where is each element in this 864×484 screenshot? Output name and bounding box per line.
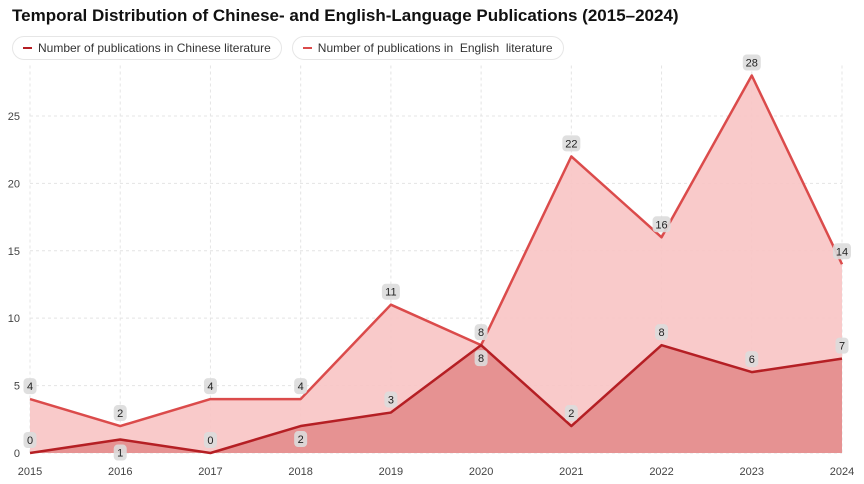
legend-swatch-english	[302, 47, 312, 49]
data-label-bg	[113, 405, 127, 422]
data-label-bg	[835, 337, 849, 354]
data-label: 8	[478, 327, 484, 339]
data-label-bg	[203, 378, 217, 395]
legend-item-english[interactable]: Number of publications in English litera…	[291, 36, 564, 60]
legend: Number of publications in Chinese litera…	[12, 36, 564, 60]
data-label: 2	[117, 408, 123, 420]
data-label: 1	[117, 448, 123, 460]
x-tick-label: 2018	[288, 466, 312, 478]
data-label: 0	[207, 435, 213, 447]
data-label-bg	[564, 405, 578, 422]
data-label-bg	[833, 243, 851, 260]
data-label: 4	[207, 381, 213, 393]
y-tick-label: 25	[8, 111, 20, 123]
data-label-bg	[381, 283, 400, 300]
data-label-bg	[655, 324, 669, 341]
data-label-bg	[294, 431, 308, 448]
y-tick-label: 20	[8, 178, 20, 190]
legend-label-english: Number of publications in English litera…	[317, 41, 553, 55]
data-label: 4	[298, 381, 304, 393]
data-label-bg	[742, 54, 761, 71]
legend-item-chinese[interactable]: Number of publications in Chinese litera…	[12, 36, 282, 60]
data-label: 8	[658, 327, 664, 339]
data-label-bg	[294, 378, 308, 395]
data-label: 7	[839, 341, 845, 353]
data-label: 16	[655, 219, 667, 231]
chart-title: Temporal Distribution of Chinese- and En…	[12, 6, 679, 25]
area-series-1	[30, 345, 842, 453]
data-label: 14	[836, 246, 848, 258]
x-tick-label: 2023	[740, 466, 764, 478]
data-label: 22	[565, 138, 577, 150]
y-tick-label: 0	[14, 448, 20, 460]
data-label-bg	[562, 135, 581, 152]
x-tick-label: 2017	[198, 466, 222, 478]
x-tick-label: 2021	[559, 466, 583, 478]
data-label: 6	[749, 354, 755, 366]
data-label: 2	[298, 434, 304, 446]
y-tick-label: 10	[8, 313, 20, 325]
x-tick-label: 2020	[469, 466, 493, 478]
line-series-1	[29, 343, 843, 455]
data-label-bg	[113, 444, 127, 461]
data-label-bg	[745, 351, 759, 368]
x-tick-label: 2022	[649, 466, 673, 478]
data-label-bg	[23, 378, 37, 395]
data-label-bg	[474, 350, 488, 367]
data-label: 4	[27, 381, 33, 393]
data-label: 11	[385, 287, 396, 299]
data-label: 3	[388, 395, 394, 407]
x-tick-label: 2015	[18, 466, 42, 478]
data-label-bg	[23, 432, 37, 448]
x-tick-label: 2016	[108, 466, 132, 478]
data-label-bg	[474, 324, 488, 341]
data-label-bg	[384, 391, 398, 408]
data-label: 8	[478, 353, 484, 365]
data-label-bg	[203, 432, 217, 448]
legend-label-chinese: Number of publications in Chinese litera…	[38, 41, 271, 55]
data-label: 28	[746, 58, 758, 70]
data-label: 2	[568, 408, 574, 420]
area-series-0	[30, 75, 842, 453]
y-tick-label: 15	[8, 246, 20, 258]
data-label: 0	[27, 435, 33, 447]
x-tick-label: 2019	[379, 466, 403, 478]
y-tick-label: 5	[14, 381, 20, 393]
x-tick-label: 2024	[830, 466, 854, 478]
legend-swatch-chinese	[23, 47, 32, 49]
line-series-0	[29, 74, 844, 428]
data-label-bg	[652, 216, 671, 233]
